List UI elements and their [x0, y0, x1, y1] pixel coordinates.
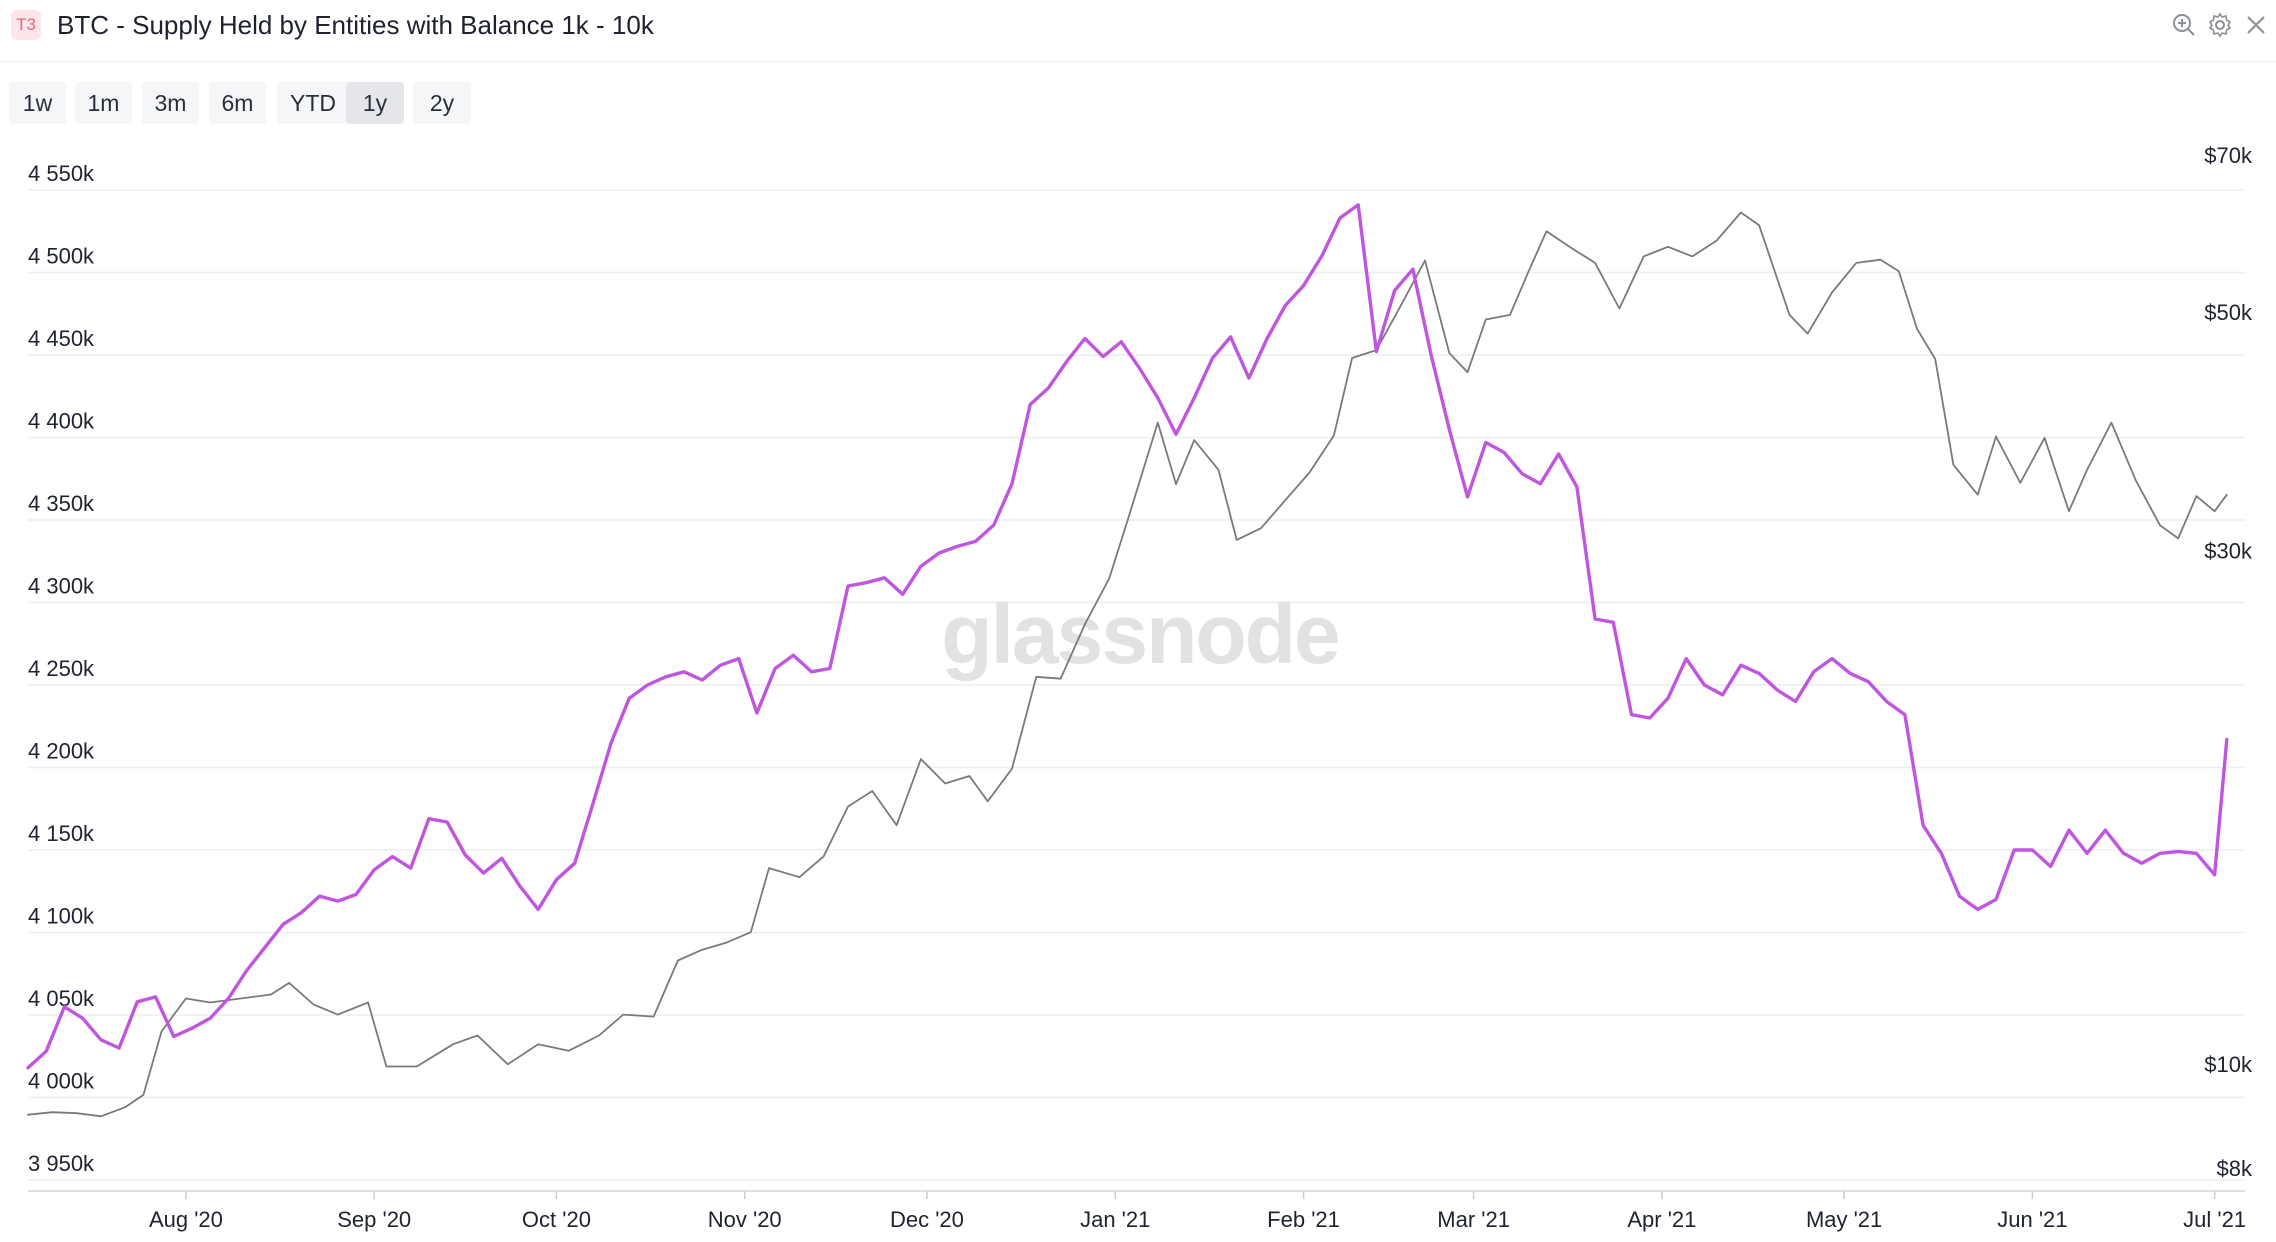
- x-tick-label: Feb '21: [1267, 1207, 1340, 1232]
- range-6m-button[interactable]: 6m: [209, 82, 266, 124]
- y-left-tick-label: 4 550k: [28, 161, 95, 186]
- x-tick-label: Mar '21: [1437, 1207, 1510, 1232]
- y-left-tick-label: 4 350k: [28, 491, 95, 516]
- x-tick-label: Sep '20: [337, 1207, 411, 1232]
- x-tick-label: Jan '21: [1080, 1207, 1150, 1232]
- y-left-tick-label: 4 250k: [28, 656, 95, 681]
- tier-badge: T3: [11, 10, 41, 40]
- y-right-tick-label: $10k: [2204, 1052, 2253, 1077]
- x-tick-label: Dec '20: [890, 1207, 964, 1232]
- x-tick-label: Aug '20: [149, 1207, 223, 1232]
- x-tick-label: May '21: [1806, 1207, 1882, 1232]
- x-tick-label: Jun '21: [1997, 1207, 2067, 1232]
- chart-header: T3 BTC - Supply Held by Entities with Ba…: [0, 0, 2276, 62]
- y-left-tick-label: 4 000k: [28, 1069, 95, 1094]
- y-left-tick-label: 4 450k: [28, 326, 95, 351]
- watermark: glassnode: [941, 587, 1338, 681]
- y-right-tick-label: $50k: [2204, 300, 2253, 325]
- y-right-tick-label: $8k: [2217, 1156, 2253, 1181]
- range-ytd-button[interactable]: YTD: [277, 82, 349, 124]
- x-tick-label: Jul '21: [2183, 1207, 2246, 1232]
- y-left-tick-label: 4 200k: [28, 739, 95, 764]
- range-3m-button[interactable]: 3m: [142, 82, 199, 124]
- y-left-tick-label: 4 500k: [28, 244, 95, 269]
- y-left-tick-label: 4 300k: [28, 574, 95, 599]
- range-1w-button[interactable]: 1w: [9, 82, 66, 124]
- gear-icon[interactable]: [2207, 12, 2233, 38]
- y-left-tick-label: 3 950k: [28, 1151, 95, 1176]
- y-right-tick-label: $30k: [2204, 539, 2253, 564]
- zoom-in-icon[interactable]: [2171, 12, 2197, 38]
- close-icon[interactable]: [2243, 12, 2269, 38]
- y-left-tick-label: 4 050k: [28, 986, 95, 1011]
- range-1m-button[interactable]: 1m: [75, 82, 132, 124]
- range-1y-button[interactable]: 1y: [346, 82, 404, 124]
- y-left-tick-label: 4 400k: [28, 409, 95, 434]
- y-left-tick-label: 4 150k: [28, 821, 95, 846]
- y-right-tick-label: $70k: [2204, 143, 2253, 168]
- x-tick-label: Apr '21: [1627, 1207, 1696, 1232]
- range-2y-button[interactable]: 2y: [413, 82, 471, 124]
- line-chart: 3 950k 4 000k 4 050k 4 100k 4 150k 4 200k 4 25…: [26, 143, 2253, 1232]
- x-tick-label: Oct '20: [522, 1207, 591, 1232]
- supply-series-line: [26, 203, 2229, 1070]
- y-left-tick-label: 4 100k: [28, 904, 95, 929]
- chart-title: BTC - Supply Held by Entities with Balan…: [57, 10, 654, 40]
- x-tick-label: Nov '20: [708, 1207, 782, 1232]
- price-series-line: [27, 211, 2228, 1118]
